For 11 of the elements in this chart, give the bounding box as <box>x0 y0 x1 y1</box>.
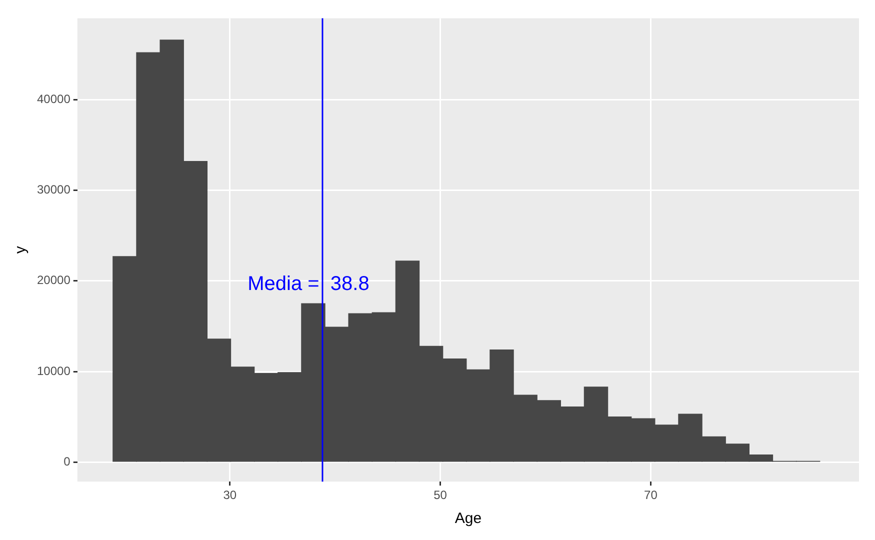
y-tick-label: 0 <box>64 454 71 468</box>
x-axis-title: Age <box>454 510 482 528</box>
y-tick-label: 30000 <box>36 182 71 197</box>
y-tick-label: 10000 <box>36 364 71 378</box>
y-tick-label: 20000 <box>36 273 71 288</box>
y-axis-title: y <box>12 246 30 254</box>
x-tick-label: 30 <box>223 488 237 502</box>
y-tick-label: 40000 <box>36 92 71 106</box>
x-tick-label: 70 <box>644 488 658 502</box>
ref-line-label: Media = 38.8 <box>248 273 370 296</box>
x-tick-label: 50 <box>434 488 448 502</box>
